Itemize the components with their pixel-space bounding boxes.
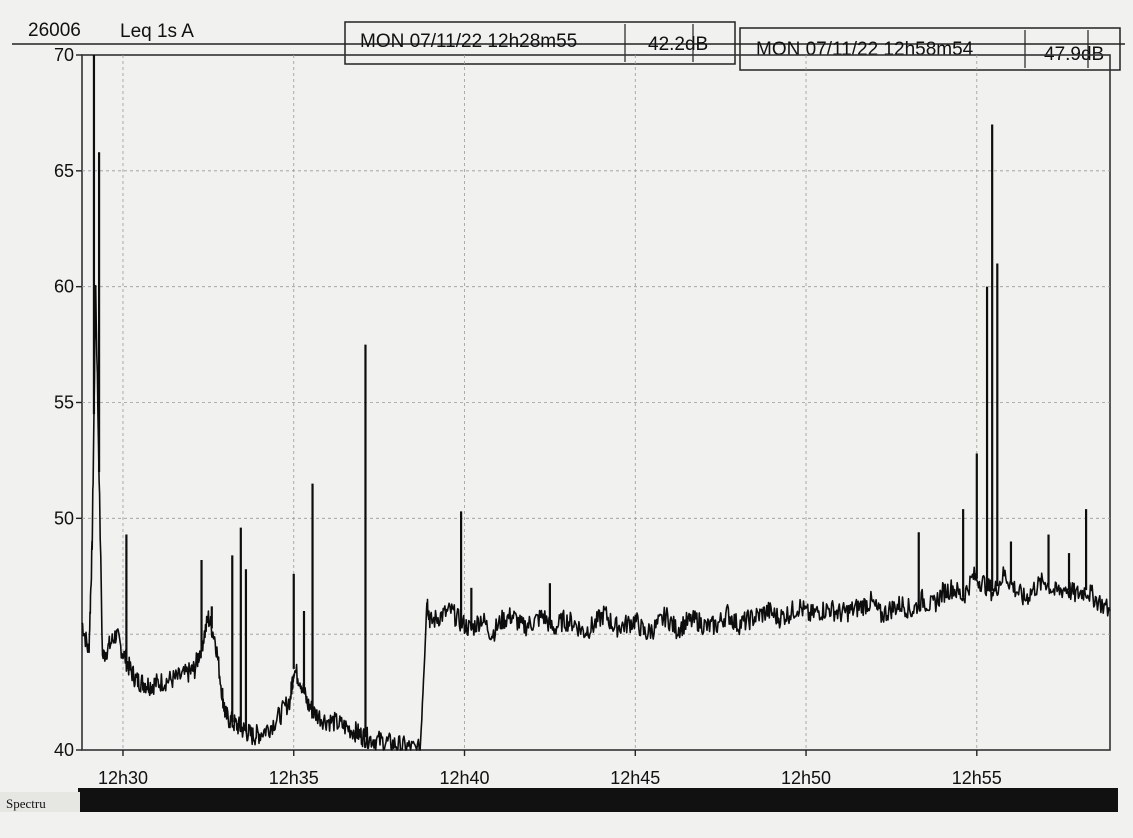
y-tick-label: 40 xyxy=(54,740,74,760)
x-tick-label: 12h35 xyxy=(269,768,319,788)
x-tick-label: 12h55 xyxy=(952,768,1002,788)
y-tick-label: 60 xyxy=(54,277,74,297)
header-bar: 26006 Leq 1s A MON 07/11/22 12h28m55 42.… xyxy=(12,20,1125,71)
spectrum-scrollbar[interactable] xyxy=(78,788,1118,812)
x-tick-label: 12h40 xyxy=(439,768,489,788)
cursor2-box[interactable] xyxy=(739,27,1121,71)
cursor1-box[interactable] xyxy=(344,21,736,65)
y-tick-label: 55 xyxy=(54,393,74,413)
plot-area xyxy=(81,54,1111,751)
footer-bar: Spectru xyxy=(0,788,1118,812)
measure-label: Leq 1s A xyxy=(120,21,194,42)
cursor2-datetime: MON 07/11/22 12h58m54 xyxy=(756,39,974,60)
y-tick-label: 65 xyxy=(54,161,74,181)
trace-layer xyxy=(81,55,1111,751)
x-tick-label: 12h45 xyxy=(610,768,660,788)
y-axis-ticks: 40 50 55 60 65 70 xyxy=(54,45,82,760)
cursor1-value: 42.2dB xyxy=(648,34,708,55)
y-tick-label: 50 xyxy=(54,508,74,528)
y-tick-label: 70 xyxy=(54,45,74,65)
cursor1-datetime: MON 07/11/22 12h28m55 xyxy=(360,31,577,52)
x-tick-label: 12h50 xyxy=(781,768,831,788)
x-axis-ticks: 12h30 12h35 12h40 12h45 12h50 12h55 xyxy=(98,750,1002,788)
leq-trace-line xyxy=(81,284,1111,751)
spectrum-tab-label: Spectru xyxy=(6,796,46,811)
channel-id: 26006 xyxy=(28,20,81,41)
spectrum-tab[interactable] xyxy=(0,792,80,812)
x-tick-label: 12h30 xyxy=(98,768,148,788)
grid-lines xyxy=(82,55,1110,750)
